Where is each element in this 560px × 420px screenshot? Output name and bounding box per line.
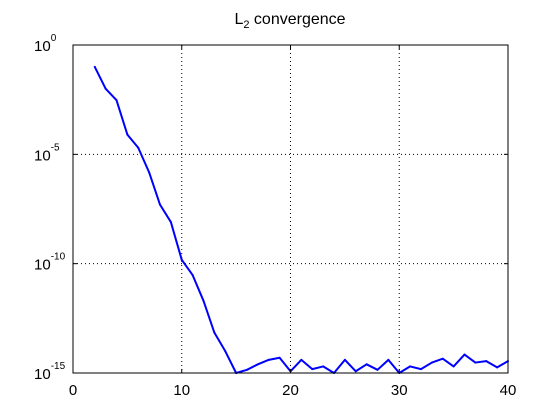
data-point [322,365,325,368]
data-point [376,368,379,371]
data-point [180,258,183,261]
data-point [115,99,118,102]
data-point [213,331,216,334]
data-point [387,358,390,361]
data-point [267,358,270,361]
data-point [256,363,259,366]
y-tick-base: 10 [34,366,51,383]
x-tick-label: 40 [500,382,517,399]
data-point [126,133,129,136]
data-point [300,358,303,361]
y-tick-exponent: -10 [51,252,66,263]
data-point [354,370,357,373]
data-point [104,87,107,90]
chart-title-rest: convergence [249,11,345,28]
y-tick-exponent: -15 [51,361,66,372]
data-point [169,221,172,224]
data-point [441,357,444,360]
data-point [474,361,477,364]
x-tick-label: 30 [391,382,408,399]
data-point [452,365,455,368]
data-point [191,274,194,277]
chart-title: L2 convergence [234,11,345,31]
y-tick-base: 10 [34,38,51,55]
data-point [278,356,281,359]
x-tick-label: 10 [173,382,190,399]
y-tick-base: 10 [34,257,51,274]
x-tick-label: 20 [282,382,299,399]
y-tick-label: 10-15 [34,361,66,383]
y-tick-base: 10 [34,147,51,164]
data-point [365,363,368,366]
x-tick-label: 0 [69,382,77,399]
data-point [159,203,161,206]
data-point [463,353,466,356]
y-tick-exponent: 0 [51,33,57,44]
data-point [93,65,96,68]
y-tick-label: 100 [34,33,57,55]
y-tick-exponent: -5 [51,142,60,153]
grid-lines [73,45,508,373]
data-point [485,360,488,363]
data-point [246,368,248,371]
data-point [202,299,205,302]
y-tick-label: 10-10 [34,252,66,274]
data-point [148,171,151,174]
data-point [420,368,422,371]
chart-title-subscript: 2 [243,19,249,31]
data-point [224,350,227,353]
data-point [409,365,412,368]
data-point [311,368,314,371]
y-tick-label: 10-5 [34,142,60,164]
data-point [343,358,346,361]
axis-ticks [72,44,509,374]
data-point [496,366,499,369]
chart-title-main: L [234,11,243,28]
data-point [430,361,433,364]
data-point [137,146,140,149]
